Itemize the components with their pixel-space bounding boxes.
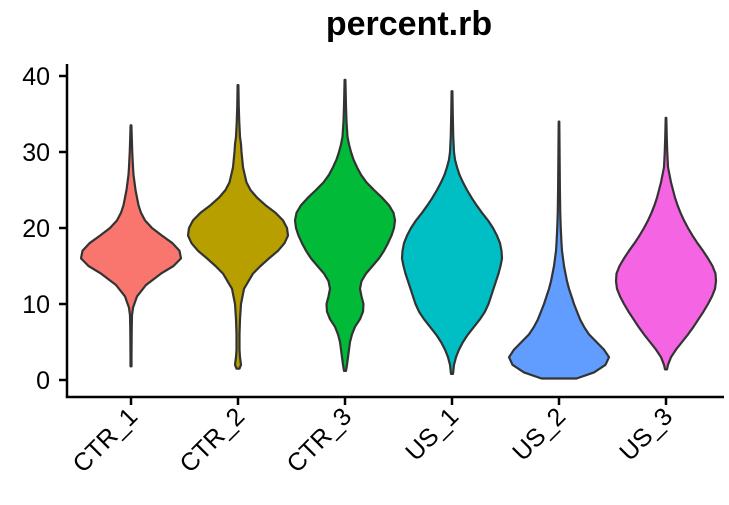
violin-CTR_3 [293,78,397,372]
x-tick-label: CTR_2 [174,402,250,478]
x-tick-label: US_1 [400,402,464,466]
violin-US_1 [400,90,504,376]
chart-title: percent.rb [326,5,492,43]
y-tick-label: 20 [22,215,50,243]
x-tick-label: CTR_3 [281,402,357,478]
violin-CTR_1 [79,124,183,368]
x-ticks: CTR_1 CTR_2 CTR_3 US_1 US_2 US_3 [67,397,678,478]
y-tick-label: 30 [22,139,50,167]
y-tick-label: 40 [22,63,50,91]
y-ticks: 0 10 20 30 40 [22,63,67,395]
y-tick-label: 10 [22,291,50,319]
violin-CTR_2 [186,84,290,370]
x-tick-label: US_2 [507,402,571,466]
violin-US_2 [507,120,611,380]
y-tick-label: 0 [36,367,50,395]
x-tick-label: CTR_1 [67,402,143,478]
x-tick-label: US_3 [614,402,678,466]
violin-US_3 [614,116,718,371]
violins [79,78,718,380]
